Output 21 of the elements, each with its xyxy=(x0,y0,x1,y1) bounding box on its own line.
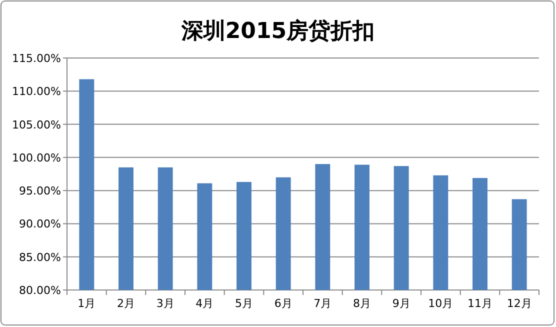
chart-title: 深圳2015房贷折扣 xyxy=(180,18,375,44)
x-tick-label: 3月 xyxy=(156,297,174,310)
y-tick-label: 105.00% xyxy=(12,118,61,132)
x-tick-label: 11月 xyxy=(468,297,492,310)
y-tick-label: 80.00% xyxy=(19,284,61,297)
y-tick-label: 115.00% xyxy=(12,52,61,65)
y-tick-label: 95.00% xyxy=(19,184,61,198)
x-tick-label: 4月 xyxy=(196,297,214,310)
x-tick-label: 8月 xyxy=(353,297,371,310)
y-tick-label: 100.00% xyxy=(12,151,61,164)
x-tick-label: 7月 xyxy=(314,297,332,310)
x-tick-label: 9月 xyxy=(392,297,410,310)
y-tick-label: 90.00% xyxy=(19,218,61,231)
x-tick-label: 5月 xyxy=(235,297,253,310)
x-tick-label: 10月 xyxy=(428,297,454,310)
x-tick-label: 6月 xyxy=(274,297,292,310)
x-tick-label: 1月 xyxy=(78,297,96,310)
y-tick-label: 85.00% xyxy=(19,250,61,264)
y-tick-label: 110.00% xyxy=(12,85,61,98)
x-tick-label: 2月 xyxy=(117,297,135,310)
x-tick-label: 12月 xyxy=(506,297,532,310)
